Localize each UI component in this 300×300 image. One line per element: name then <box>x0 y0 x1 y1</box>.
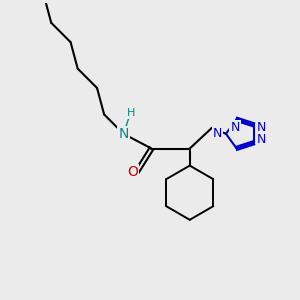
Text: H: H <box>127 108 135 118</box>
Text: N: N <box>230 121 240 134</box>
Text: N: N <box>257 121 267 134</box>
Text: O: O <box>127 165 138 179</box>
Text: N: N <box>118 127 129 141</box>
Text: N: N <box>257 134 267 146</box>
Text: N: N <box>213 127 222 140</box>
